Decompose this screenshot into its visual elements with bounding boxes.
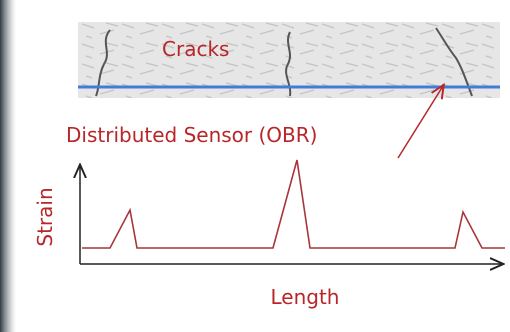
cracks-label: Cracks (162, 37, 229, 61)
photo-edge (0, 0, 16, 332)
strain-curve (82, 160, 505, 248)
sensor-label: Distributed Sensor (OBR) (66, 123, 317, 147)
y-axis-label: Strain (33, 187, 57, 246)
diagram: Cracks Distributed Sensor (OBR) Strain L… (0, 0, 510, 332)
x-axis-label: Length (271, 285, 340, 309)
